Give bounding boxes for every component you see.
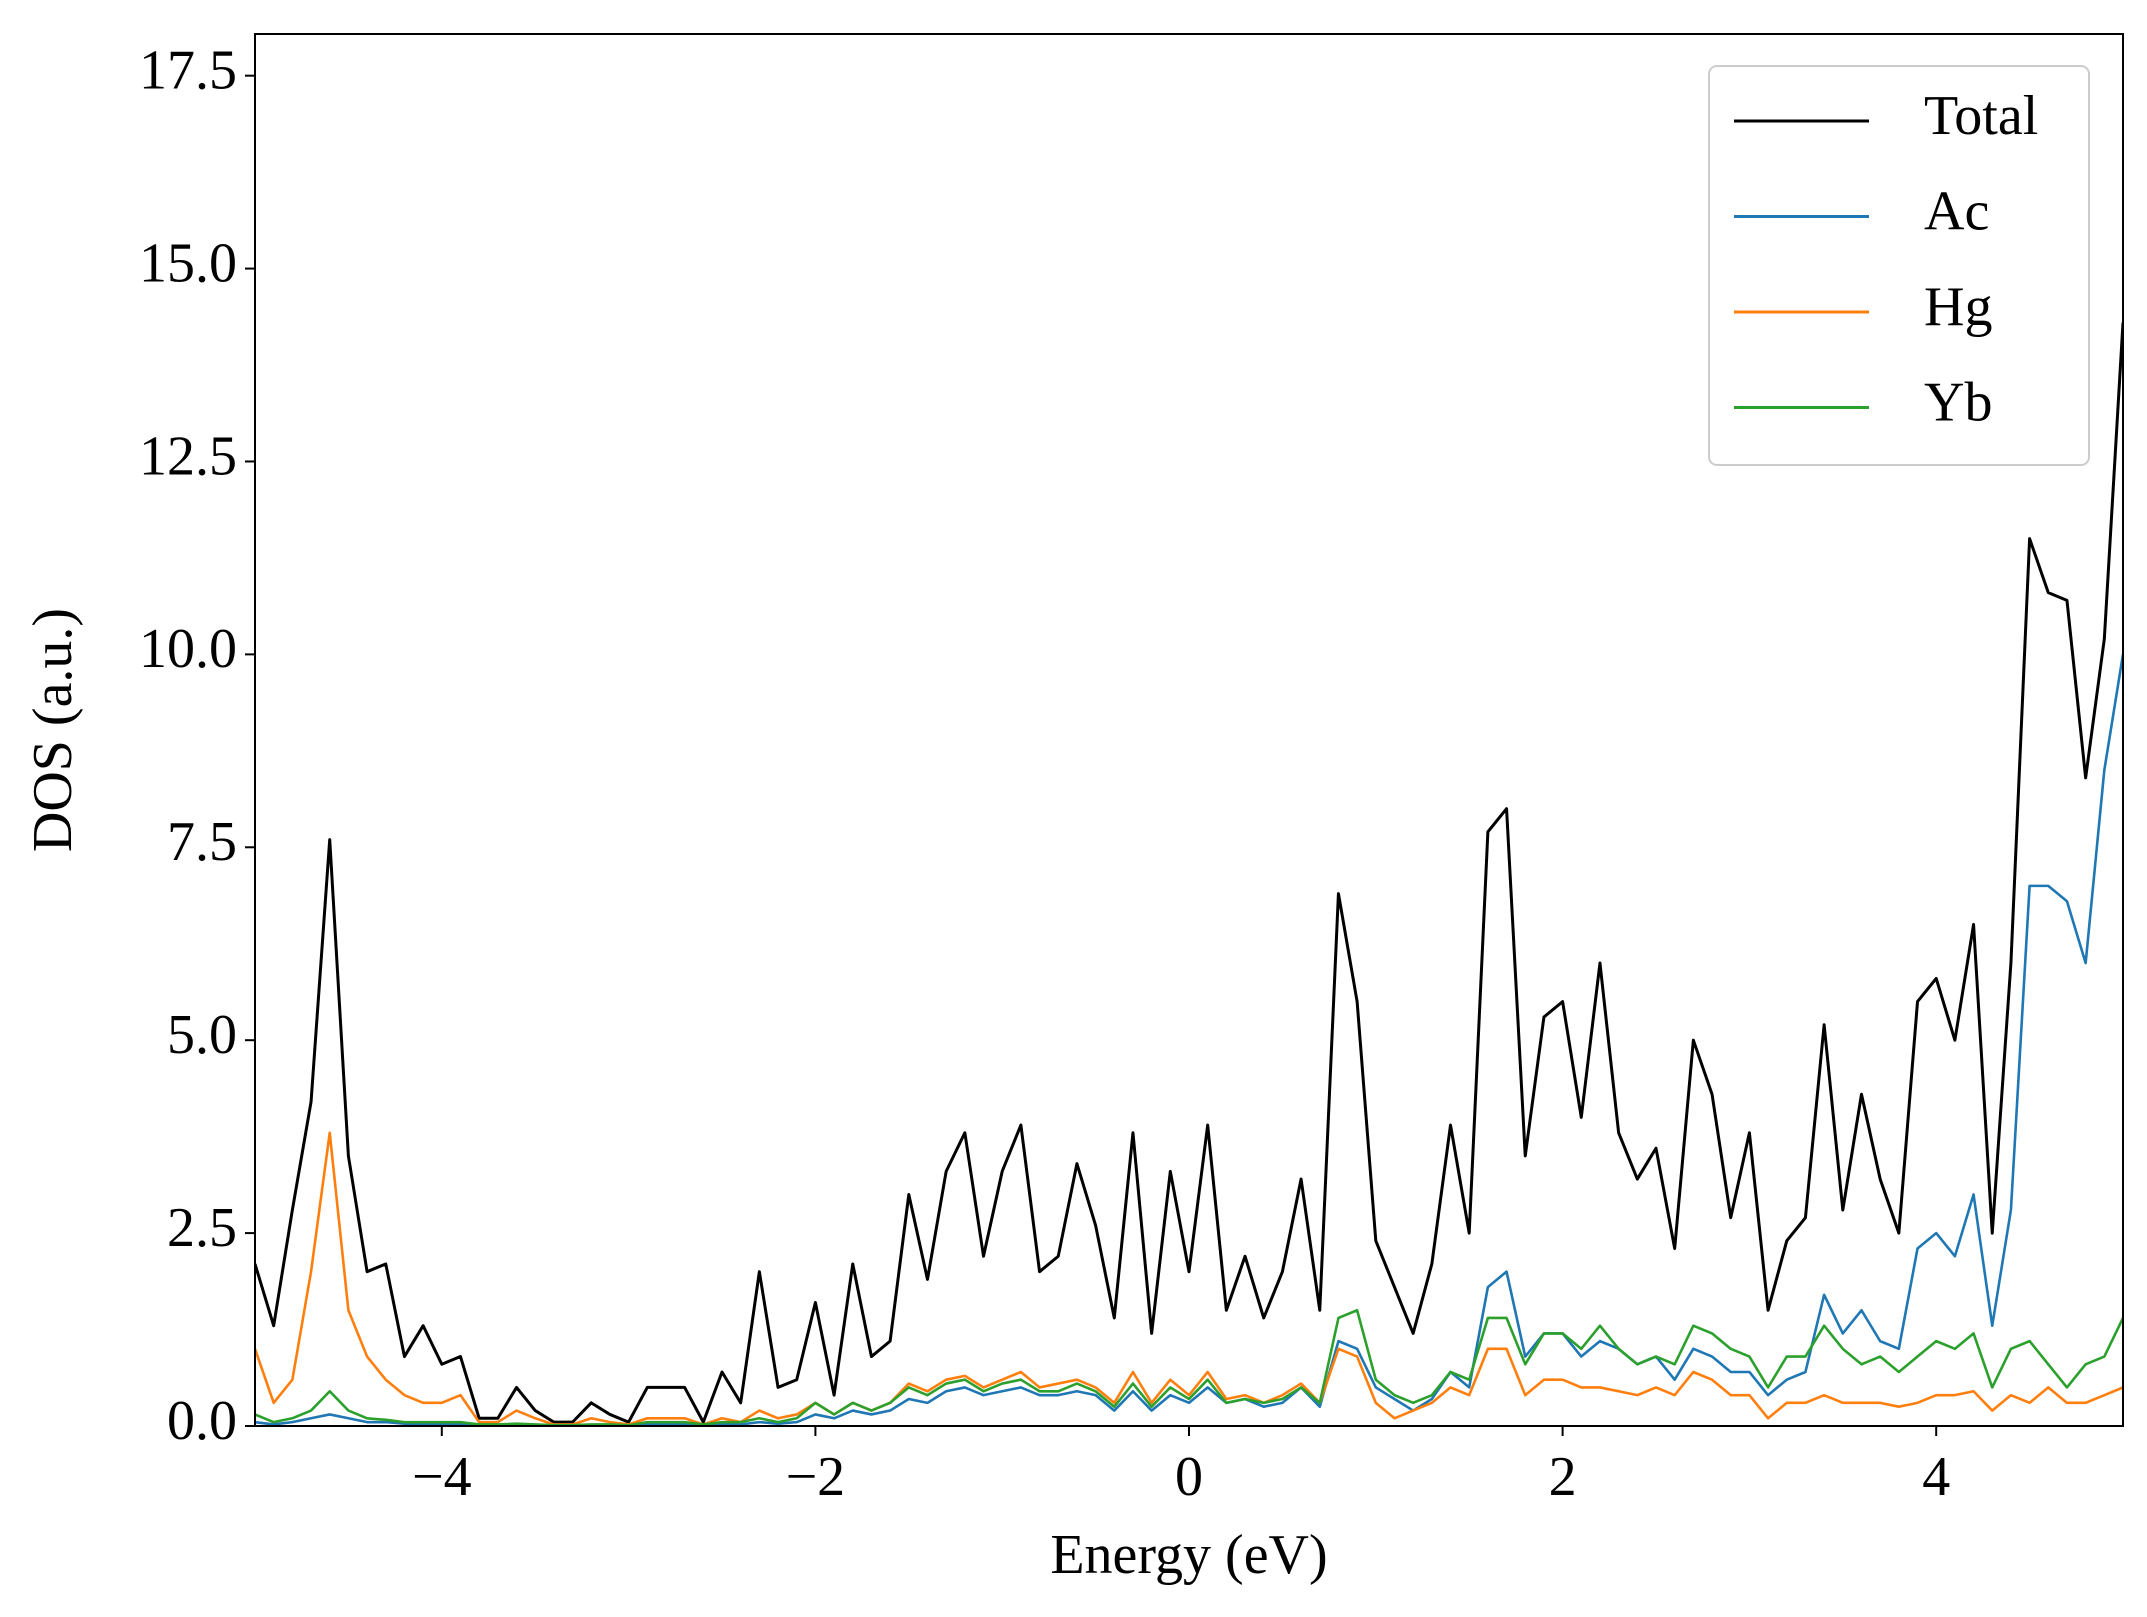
legend-label: Hg xyxy=(1924,276,1992,338)
series-line xyxy=(255,322,2123,1424)
x-tick-label: 4 xyxy=(1922,1446,1950,1508)
legend-label: Yb xyxy=(1924,371,1992,433)
series-line xyxy=(255,654,2123,1426)
y-axis-label: DOS (a.u.) xyxy=(22,608,84,852)
y-tick-label: 0.0 xyxy=(167,1390,237,1452)
y-tick-label: 10.0 xyxy=(139,618,237,680)
x-tick-label: −2 xyxy=(786,1446,846,1508)
y-tick-label: 15.0 xyxy=(139,232,237,294)
y-tick-label: 17.5 xyxy=(139,40,237,102)
x-tick-label: 2 xyxy=(1549,1446,1577,1508)
x-tick-label: −4 xyxy=(412,1446,472,1508)
y-tick-label: 7.5 xyxy=(167,811,237,873)
series-line xyxy=(255,1131,2123,1426)
y-tick-label: 2.5 xyxy=(167,1197,237,1259)
series-line xyxy=(255,1308,2123,1426)
legend-label: Total xyxy=(1924,85,2038,147)
y-tick-label: 5.0 xyxy=(167,1004,237,1066)
plot-frame xyxy=(254,33,2124,1427)
x-tick-label: 0 xyxy=(1175,1446,1203,1508)
legend-box xyxy=(1708,65,2090,466)
legend-label: Ac xyxy=(1924,180,1989,242)
y-tick-label: 12.5 xyxy=(139,425,237,487)
x-axis-label: Energy (eV) xyxy=(1050,1524,1327,1586)
